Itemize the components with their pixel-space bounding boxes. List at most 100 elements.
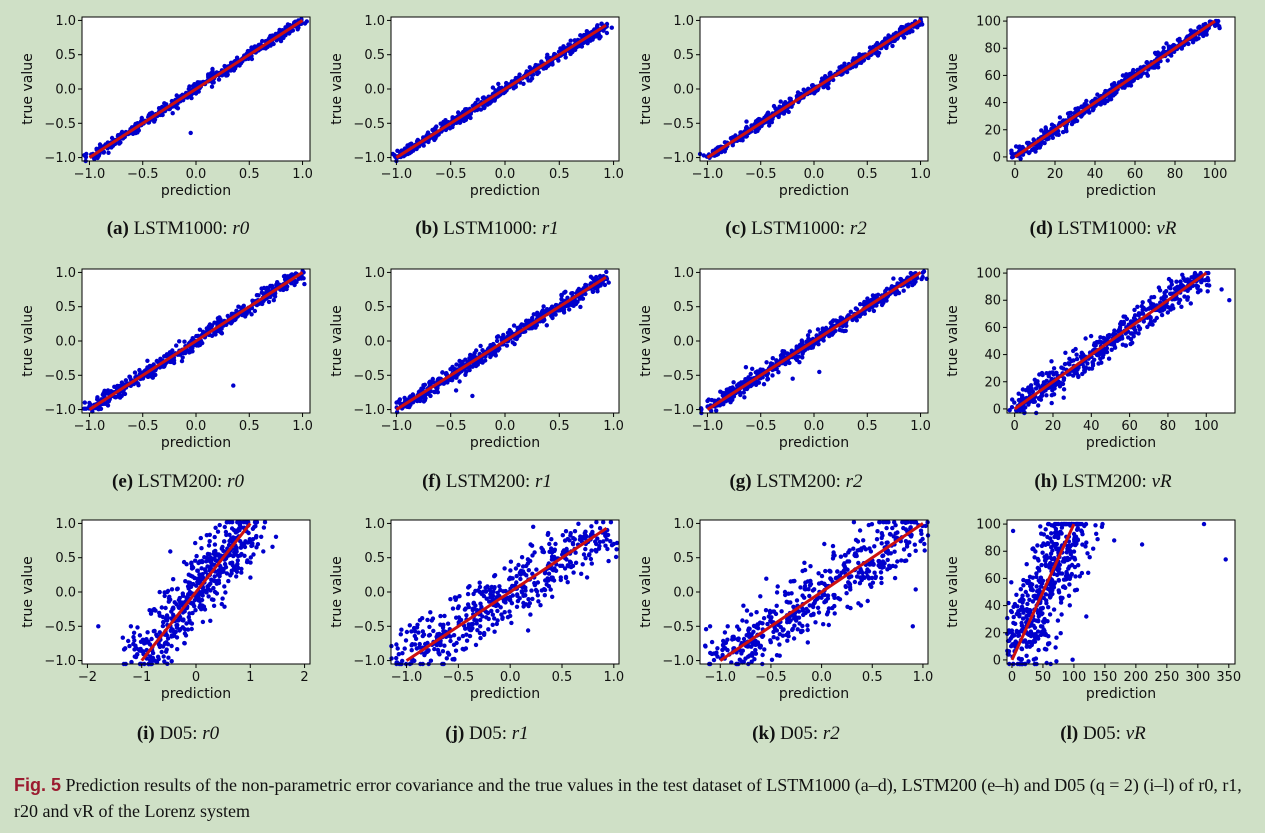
scatter-point bbox=[1033, 149, 1038, 154]
scatter-point bbox=[776, 370, 781, 375]
scatter-point bbox=[514, 336, 519, 342]
scatter-point bbox=[428, 393, 433, 399]
scatter-point bbox=[200, 593, 205, 598]
scatter-point bbox=[223, 529, 229, 535]
scatter-point bbox=[198, 602, 203, 608]
x-tick-label: −0.5 bbox=[745, 419, 777, 434]
scatter-point bbox=[273, 534, 279, 539]
scatter-point bbox=[590, 289, 596, 294]
scatter-point bbox=[1060, 129, 1066, 135]
scatter-point bbox=[1018, 408, 1023, 413]
scatter-point bbox=[1151, 294, 1157, 300]
scatter-point bbox=[1145, 73, 1150, 78]
scatter-point bbox=[1027, 150, 1032, 155]
scatter-point bbox=[561, 308, 566, 314]
scatter-point bbox=[456, 110, 461, 115]
y-axis-label: true value bbox=[945, 305, 961, 376]
scatter-point bbox=[1161, 45, 1166, 50]
scatter-point bbox=[194, 553, 199, 559]
plot-frame bbox=[1006, 16, 1236, 162]
scatter-point bbox=[1061, 366, 1066, 371]
y-tick-label: 0.0 bbox=[364, 335, 385, 350]
x-tick-label: 100 bbox=[1203, 167, 1228, 182]
scatter-point bbox=[394, 410, 400, 415]
scatter-point bbox=[1007, 408, 1012, 413]
scatter-point bbox=[1109, 347, 1114, 352]
scatter-point bbox=[1108, 97, 1114, 102]
scatter-point bbox=[188, 573, 194, 578]
scatter-point bbox=[254, 293, 260, 298]
scatter-point bbox=[1128, 341, 1133, 347]
scatter-point bbox=[151, 629, 156, 634]
scatter-point bbox=[149, 636, 154, 642]
scatter-point bbox=[814, 333, 819, 338]
scatter-point bbox=[218, 565, 223, 570]
scatter-point bbox=[573, 301, 579, 307]
scatter-point bbox=[211, 603, 217, 608]
y-tick-label: 0.5 bbox=[673, 300, 694, 315]
scatter-point bbox=[578, 304, 583, 310]
scatter-point bbox=[1199, 280, 1204, 285]
scatter-point bbox=[224, 571, 230, 576]
scatter-point bbox=[774, 358, 779, 363]
subfigure-caption-f: (f) LSTM200: r1 bbox=[337, 471, 637, 493]
scatter-point bbox=[1174, 279, 1179, 284]
scatter-point bbox=[160, 623, 166, 629]
scatter-point bbox=[1120, 336, 1125, 341]
scatter-point bbox=[270, 544, 275, 549]
scatter-point bbox=[171, 360, 177, 366]
x-tick-label: 0.0 bbox=[804, 419, 825, 434]
scatter-point bbox=[1020, 387, 1026, 392]
scatter-point bbox=[1185, 297, 1190, 302]
scatter-point bbox=[136, 383, 141, 388]
panel-j: −1.0 −0.5 0.0 0.5 1.0 −1.0 −0.5 0.0 0.5 1.0 predic… bbox=[319, 512, 629, 716]
y-tick-label: −1.0 bbox=[44, 403, 76, 418]
scatter-point bbox=[787, 360, 792, 366]
y-tick-label: 1.0 bbox=[55, 14, 76, 29]
scatter-point bbox=[800, 355, 805, 360]
reference-line bbox=[1013, 271, 1208, 411]
scatter-point bbox=[1132, 313, 1138, 318]
scatter-point bbox=[872, 295, 877, 301]
scatter-point bbox=[1165, 310, 1170, 315]
scatter-point bbox=[82, 153, 87, 158]
scatter-point bbox=[142, 641, 147, 646]
scatter-point bbox=[181, 559, 187, 565]
scatter-point bbox=[1072, 369, 1078, 374]
scatter-point bbox=[749, 382, 755, 388]
scatter-point bbox=[195, 579, 200, 585]
scatter-point bbox=[797, 360, 802, 365]
subfigure-model: LSTM200: bbox=[133, 471, 228, 492]
scatter-point bbox=[1057, 115, 1063, 120]
scatter-point bbox=[602, 282, 608, 288]
scatter-point bbox=[767, 120, 772, 126]
x-tick-label: 100 bbox=[1194, 419, 1219, 434]
scatter-point bbox=[1129, 331, 1135, 336]
scatter-point bbox=[1128, 83, 1134, 88]
scatter-point bbox=[271, 298, 276, 303]
scatter-point bbox=[196, 80, 202, 85]
scatter-point bbox=[234, 574, 239, 579]
scatter-point bbox=[906, 284, 911, 289]
scatter-point bbox=[890, 43, 895, 49]
outlier-point bbox=[470, 393, 475, 399]
scatter-point bbox=[1204, 32, 1209, 37]
reference-line bbox=[88, 19, 304, 159]
scatter-point bbox=[101, 150, 106, 155]
scatter-point bbox=[436, 376, 442, 381]
panel-b: −1.0 −0.5 0.0 0.5 1.0 −1.0 −0.5 0.0 0.5 1.0 predic… bbox=[319, 9, 629, 213]
scatter-point bbox=[576, 286, 581, 292]
scatter-point bbox=[1061, 377, 1066, 383]
scatter-point bbox=[302, 21, 308, 26]
subfigure-variable: r0 bbox=[232, 218, 250, 239]
x-tick-label: 60 bbox=[1121, 419, 1138, 434]
y-tick-label: 0 bbox=[993, 150, 1001, 165]
scatter-point bbox=[865, 296, 870, 301]
scatter-point bbox=[98, 406, 104, 411]
scatter-point bbox=[432, 126, 437, 132]
scatter-point bbox=[243, 312, 248, 317]
scatter-point bbox=[204, 533, 209, 538]
scatter-point bbox=[164, 633, 170, 638]
scatter-point bbox=[132, 370, 138, 375]
scatter-point bbox=[800, 351, 805, 356]
